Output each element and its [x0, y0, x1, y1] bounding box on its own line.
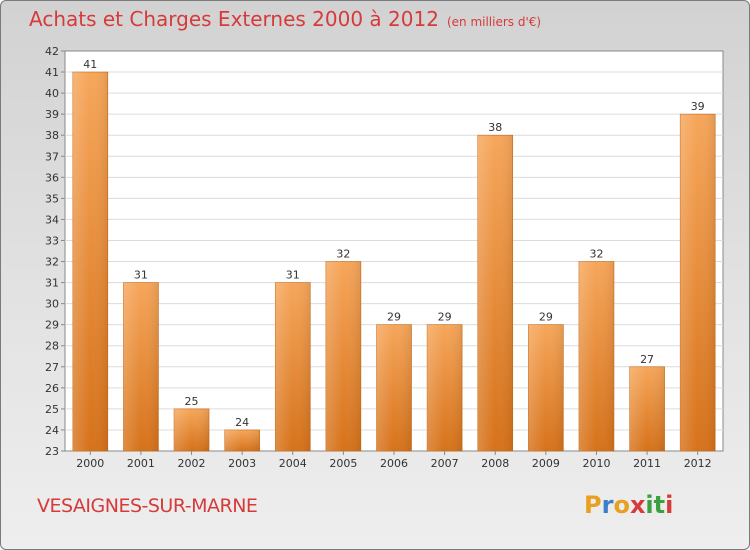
bar-shading-2009: [528, 324, 564, 451]
x-tick-label-2004: 2004: [279, 457, 307, 470]
data-label-2012: 39: [691, 100, 705, 113]
x-tick-label-2008: 2008: [481, 457, 509, 470]
chart-title-text: Achats et Charges Externes 2000 à 2012: [29, 7, 439, 31]
y-tick-label: 37: [45, 150, 59, 163]
y-tick-label: 30: [45, 298, 59, 311]
bar-shading-2005: [325, 261, 361, 451]
bar-shading-2011: [629, 366, 665, 451]
x-tick-label-2005: 2005: [329, 457, 357, 470]
y-tick-label: 28: [45, 340, 59, 353]
x-tick-label-2002: 2002: [178, 457, 206, 470]
y-tick-label: 29: [45, 319, 59, 332]
chart-title: Achats et Charges Externes 2000 à 2012 (e…: [29, 7, 541, 31]
bar-shading-2001: [123, 282, 159, 451]
x-tick-label-2012: 2012: [684, 457, 712, 470]
data-label-2002: 25: [185, 395, 199, 408]
y-tick-label: 33: [45, 234, 59, 247]
data-label-2011: 27: [640, 353, 654, 366]
chart-subtitle: (en milliers d'€): [446, 15, 542, 29]
bar-shading-2000: [72, 72, 108, 451]
bar-shading-2003: [224, 429, 260, 451]
data-label-2006: 29: [387, 311, 401, 324]
x-tick-label-2010: 2010: [582, 457, 610, 470]
y-tick-label: 24: [45, 424, 59, 437]
y-tick-label: 38: [45, 129, 59, 142]
y-tick-label: 35: [45, 192, 59, 205]
y-tick-label: 39: [45, 108, 59, 121]
y-tick-label: 31: [45, 277, 59, 290]
bar-shading-2004: [275, 282, 311, 451]
y-tick-label: 26: [45, 382, 59, 395]
data-label-2001: 31: [134, 269, 148, 282]
bar-shading-2012: [680, 114, 716, 451]
logo-letter: t: [653, 491, 666, 519]
x-tick-label-2003: 2003: [228, 457, 256, 470]
proxiti-logo: Proxiti: [584, 491, 673, 519]
y-tick-label: 42: [45, 45, 59, 58]
bar-shading-2002: [174, 408, 210, 451]
logo-letter: P: [584, 491, 602, 519]
y-tick-label: 25: [45, 403, 59, 416]
data-label-2010: 32: [589, 248, 603, 261]
x-tick-label-2000: 2000: [76, 457, 104, 470]
bar-shading-2007: [427, 324, 463, 451]
data-label-2007: 29: [438, 311, 452, 324]
y-tick-label: 27: [45, 361, 59, 374]
x-axis-ticks: 2000 2001 2002 2003 2004 2005 2006 2007 2008 2009…: [76, 451, 712, 470]
y-tick-label: 32: [45, 256, 59, 269]
data-label-2000: 41: [83, 58, 97, 71]
bar-shading-2006: [376, 324, 412, 451]
logo-letter: o: [613, 491, 630, 519]
y-tick-label: 23: [45, 445, 59, 458]
bar-shading-2008: [477, 135, 513, 452]
data-label-2009: 29: [539, 311, 553, 324]
x-tick-label-2006: 2006: [380, 457, 408, 470]
data-label-2004: 31: [286, 269, 300, 282]
logo-letter: i: [665, 491, 674, 519]
y-tick-label: 40: [45, 87, 59, 100]
logo-letter: r: [601, 491, 614, 519]
x-tick-label-2009: 2009: [532, 457, 560, 470]
logo-letter: x: [629, 491, 646, 519]
logo-letter: i: [645, 491, 654, 519]
data-label-2003: 24: [235, 416, 249, 429]
data-label-2005: 32: [336, 248, 350, 261]
bar-shading-2010: [578, 261, 614, 451]
y-tick-label: 34: [45, 213, 59, 226]
x-tick-label-2001: 2001: [127, 457, 155, 470]
x-tick-label-2011: 2011: [633, 457, 661, 470]
y-axis-ticks: 23 24 25 26 27 28 29 30 31 32 33 34 35 36 37 38 39 40 41 42: [45, 45, 65, 458]
commune-name: VESAIGNES-SUR-MARNE: [37, 495, 258, 517]
bars: 41 31 25 24 31 32 29 29 38 29 32 27 39: [72, 58, 716, 452]
y-tick-label: 36: [45, 171, 59, 184]
data-label-2008: 38: [488, 121, 502, 134]
y-tick-label: 41: [45, 66, 59, 79]
x-tick-label-2007: 2007: [431, 457, 459, 470]
